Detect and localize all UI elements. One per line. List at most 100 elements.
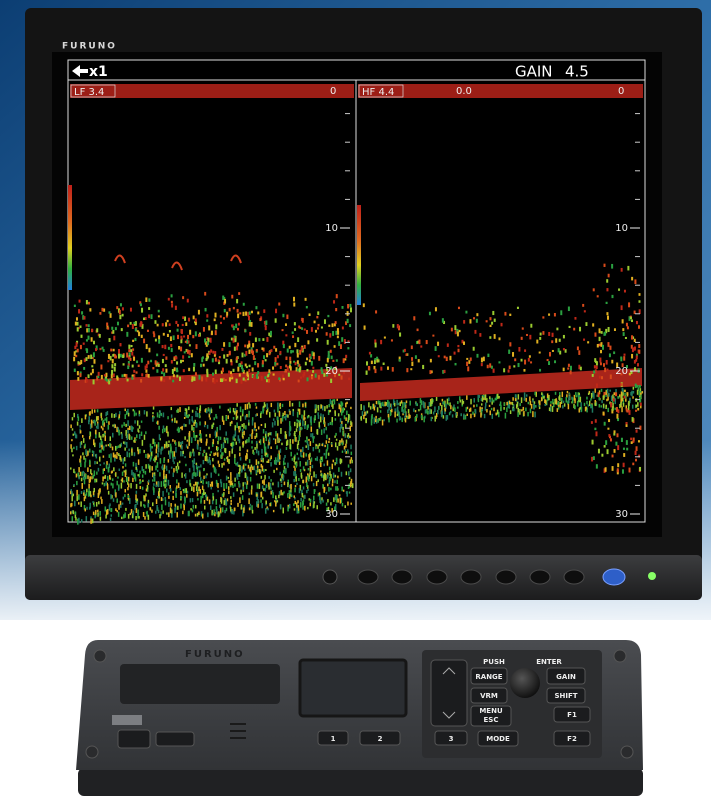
echo-dot bbox=[203, 449, 206, 453]
menu-key[interactable] bbox=[470, 705, 512, 727]
power-button[interactable] bbox=[602, 568, 626, 586]
echo-dot bbox=[239, 497, 241, 504]
echo-dot bbox=[99, 516, 102, 521]
echo-dot bbox=[239, 362, 242, 367]
echo-dot bbox=[164, 344, 167, 350]
power-key[interactable] bbox=[117, 729, 151, 749]
echo-dot bbox=[171, 451, 174, 456]
camera-key[interactable] bbox=[155, 731, 195, 747]
echo-dot bbox=[187, 340, 190, 344]
echo-dot bbox=[602, 395, 605, 400]
vrm-key[interactable] bbox=[470, 687, 508, 704]
echo-dot bbox=[613, 351, 616, 355]
echo-dot bbox=[549, 351, 552, 357]
echo-dot bbox=[268, 369, 271, 374]
key-1[interactable] bbox=[317, 730, 349, 746]
echo-dot bbox=[498, 395, 500, 399]
echo-dot bbox=[127, 481, 129, 485]
echo-dot bbox=[622, 392, 624, 396]
key-3[interactable] bbox=[434, 730, 468, 746]
monitor-button[interactable] bbox=[563, 569, 585, 585]
echo-dot bbox=[525, 333, 528, 336]
echo-dot bbox=[363, 405, 365, 410]
echo-dot bbox=[205, 481, 208, 484]
echo-dot bbox=[254, 435, 256, 440]
echo-dot bbox=[516, 306, 519, 309]
echo-dot bbox=[152, 472, 154, 478]
echo-dot bbox=[204, 492, 207, 495]
echo-dot bbox=[258, 483, 261, 489]
echo-dot bbox=[270, 402, 273, 408]
echo-dot bbox=[405, 400, 408, 404]
monitor-button[interactable] bbox=[460, 569, 482, 585]
echo-dot bbox=[343, 339, 346, 344]
echo-dot bbox=[303, 468, 306, 472]
echo-dot bbox=[622, 402, 625, 407]
echo-dot bbox=[630, 344, 633, 349]
echo-dot bbox=[370, 419, 373, 426]
echo-dot bbox=[169, 443, 172, 447]
echo-dot bbox=[297, 505, 300, 511]
echo-dot bbox=[124, 512, 126, 518]
echo-dot bbox=[632, 336, 635, 340]
monitor-button[interactable] bbox=[391, 569, 413, 585]
echo-dot bbox=[338, 467, 340, 472]
echo-dot bbox=[245, 455, 247, 461]
echo-dot bbox=[102, 468, 104, 475]
echo-dot bbox=[194, 331, 197, 337]
echo-dot bbox=[479, 333, 482, 337]
echo-dot bbox=[87, 467, 89, 472]
echo-dot bbox=[300, 449, 302, 452]
monitor-button[interactable] bbox=[426, 569, 448, 585]
f1-key[interactable] bbox=[553, 706, 591, 723]
echo-dot bbox=[147, 463, 150, 469]
monitor-button[interactable] bbox=[495, 569, 517, 585]
panel-top-value: 0.0 bbox=[456, 86, 472, 97]
range-key[interactable] bbox=[470, 667, 508, 685]
echo-dot bbox=[119, 444, 121, 448]
echo-dot bbox=[73, 431, 76, 436]
echo-dot bbox=[155, 444, 158, 449]
echo-dot bbox=[171, 418, 174, 421]
echo-dot bbox=[551, 340, 554, 344]
echo-dot bbox=[339, 458, 342, 465]
echo-dot bbox=[112, 354, 115, 357]
key-2[interactable] bbox=[359, 730, 401, 746]
echo-dot bbox=[162, 446, 164, 450]
echo-dot bbox=[171, 303, 174, 308]
echo-dot bbox=[349, 303, 352, 308]
echo-dot bbox=[160, 371, 163, 375]
echo-dot bbox=[80, 477, 83, 482]
echo-dot bbox=[192, 448, 194, 454]
echo-dot bbox=[93, 420, 96, 424]
echo-dot bbox=[134, 420, 136, 424]
f2-key[interactable] bbox=[553, 730, 591, 747]
echo-dot bbox=[620, 357, 623, 362]
echo-dot bbox=[285, 414, 288, 418]
echo-dot bbox=[549, 405, 552, 412]
echo-dot bbox=[535, 405, 537, 408]
echo-dot bbox=[301, 455, 303, 458]
echo-dot bbox=[244, 468, 246, 472]
echo-dot bbox=[298, 364, 301, 367]
echo-dot bbox=[75, 317, 78, 321]
shift-key[interactable] bbox=[546, 687, 586, 704]
echo-dot bbox=[429, 370, 432, 375]
echo-dot bbox=[255, 348, 258, 352]
echo-dot bbox=[347, 501, 349, 506]
echo-dot bbox=[147, 514, 150, 520]
monitor-button[interactable] bbox=[529, 569, 551, 585]
echo-dot bbox=[523, 398, 526, 401]
echo-dot bbox=[345, 354, 348, 358]
arrow-key[interactable] bbox=[430, 659, 468, 727]
echo-dot bbox=[269, 330, 272, 336]
echo-dot bbox=[608, 435, 611, 439]
echo-dot bbox=[569, 370, 572, 375]
mode-key[interactable] bbox=[477, 730, 519, 747]
monitor-button[interactable] bbox=[357, 569, 379, 585]
echo-dot bbox=[333, 399, 336, 405]
gain-key[interactable] bbox=[546, 667, 586, 685]
echo-dot bbox=[173, 461, 175, 465]
encoder-knob[interactable] bbox=[510, 668, 540, 698]
echo-dot bbox=[261, 496, 264, 500]
